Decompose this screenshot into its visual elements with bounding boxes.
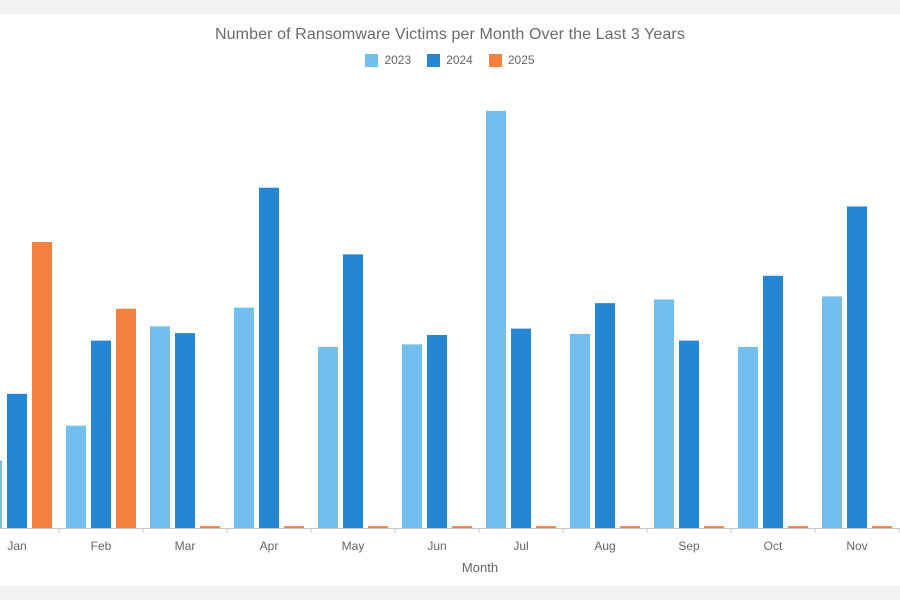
bar-jul-2024[interactable]: [511, 328, 531, 528]
bar-aug-2025[interactable]: [620, 526, 640, 528]
x-tick-label-may: May: [342, 539, 365, 553]
bar-apr-2025[interactable]: [284, 526, 304, 528]
bar-feb-2024[interactable]: [91, 340, 111, 528]
bar-jul-2023[interactable]: [486, 110, 506, 529]
bar-aug-2023[interactable]: [570, 333, 590, 528]
legend-swatch-2024: [427, 53, 441, 67]
x-tick-label-mar: Mar: [175, 539, 196, 553]
legend-item-2025[interactable]: 2025: [488, 53, 535, 67]
legend-item-2023[interactable]: 2023: [365, 53, 411, 67]
bar-may-2024[interactable]: [343, 254, 363, 528]
x-tick-label-sep: Sep: [678, 539, 700, 553]
bar-jun-2025[interactable]: [452, 526, 472, 528]
x-axis-title: Month: [462, 560, 498, 575]
legend-swatch-2025: [488, 53, 502, 67]
legend-item-2024[interactable]: 2024: [427, 53, 473, 67]
bar-chart-plot: Jan Feb Mar Apr May Jun Jul Aug Sep Oct Nov Month: [0, 110, 900, 575]
bar-mar-2023[interactable]: [150, 326, 170, 528]
x-tick-label-apr: Apr: [260, 539, 279, 553]
bar-oct-2023[interactable]: [738, 346, 758, 528]
bar-apr-2024[interactable]: [259, 187, 279, 528]
x-tick-label-jul: Jul: [513, 539, 528, 553]
legend: 2023 2024 2025: [0, 53, 900, 67]
bar-may-2023[interactable]: [318, 346, 338, 528]
x-tick-label-feb: Feb: [91, 539, 112, 553]
bar-mar-2024[interactable]: [175, 333, 195, 528]
bar-jan-2024[interactable]: [7, 393, 27, 528]
bar-apr-2023[interactable]: [234, 307, 254, 528]
chart-card: Number of Ransomware Victims per Month O…: [0, 14, 900, 586]
bar-sep-2023[interactable]: [654, 299, 674, 528]
bar-sep-2025[interactable]: [704, 526, 724, 528]
bar-sep-2024[interactable]: [679, 340, 699, 528]
x-tick-label-nov: Nov: [846, 539, 867, 553]
bar-aug-2024[interactable]: [595, 303, 615, 528]
bar-jan-2025[interactable]: [32, 242, 52, 528]
x-tick-label-jan: Jan: [7, 539, 26, 553]
legend-label-2025: 2025: [507, 53, 535, 67]
bar-jan-2023[interactable]: [0, 460, 2, 528]
chart-title: Number of Ransomware Victims per Month O…: [215, 26, 685, 43]
legend-label-2024: 2024: [446, 53, 473, 67]
bar-may-2025[interactable]: [368, 526, 388, 528]
bar-jun-2024[interactable]: [427, 334, 447, 528]
x-tick-label-oct: Oct: [764, 539, 783, 553]
bar-mar-2025[interactable]: [200, 526, 220, 528]
legend-swatch-2023: [365, 53, 379, 67]
bar-jul-2025[interactable]: [536, 526, 556, 528]
bar-nov-2023[interactable]: [822, 296, 842, 528]
bar-oct-2024[interactable]: [763, 275, 783, 528]
bar-jun-2023[interactable]: [402, 344, 422, 528]
x-tick-label-jun: Jun: [427, 539, 446, 553]
bar-nov-2024[interactable]: [847, 206, 867, 528]
legend-label-2023: 2023: [384, 53, 412, 67]
bar-nov-2025[interactable]: [872, 526, 892, 528]
bar-oct-2025[interactable]: [788, 526, 808, 528]
x-tick-label-aug: Aug: [594, 539, 615, 553]
bar-feb-2025[interactable]: [116, 308, 136, 528]
bar-feb-2023[interactable]: [66, 425, 86, 528]
